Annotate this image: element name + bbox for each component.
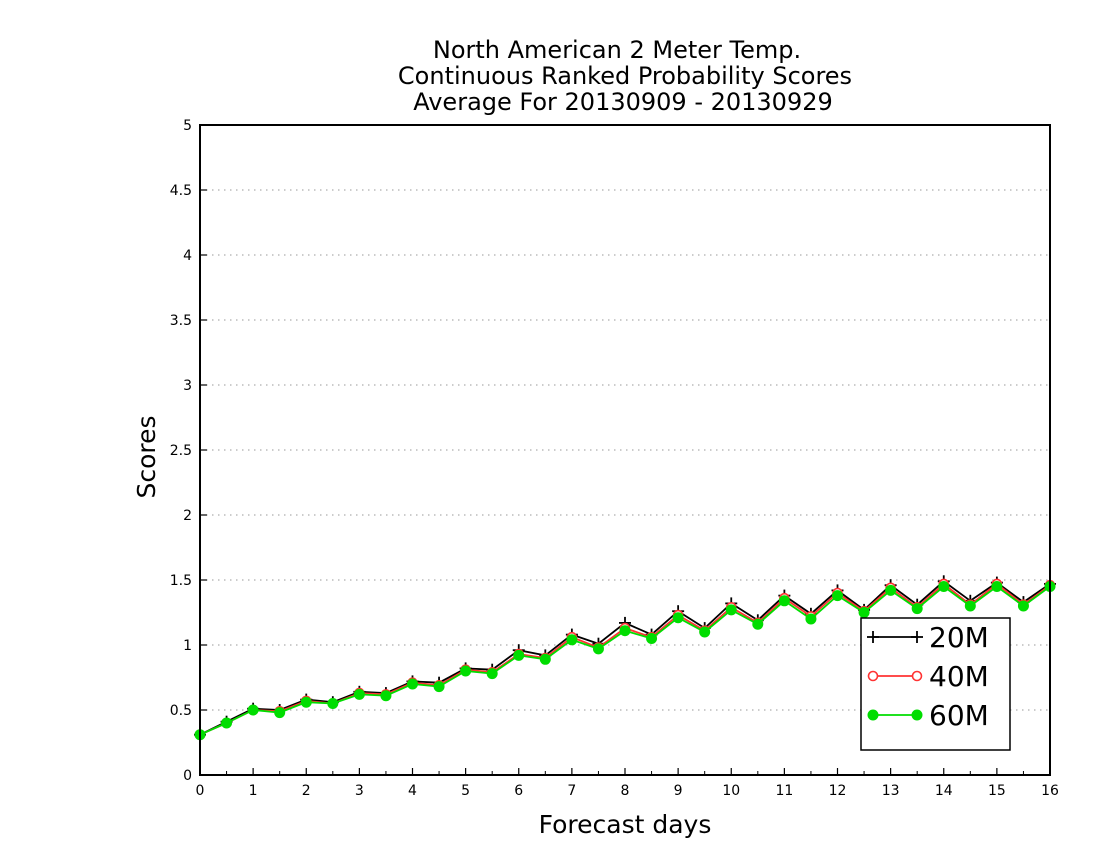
x-tick-label: 12: [829, 783, 847, 799]
y-tick-label: 3: [183, 378, 192, 394]
data-point-60M: [513, 649, 525, 661]
y-tick-label: 0.5: [170, 703, 192, 719]
legend: 20M 40M 60M: [860, 617, 1011, 751]
x-tick-label: 9: [674, 783, 683, 799]
x-tick-label: 11: [775, 783, 793, 799]
x-tick-label: 16: [1041, 783, 1059, 799]
series-layer: [194, 575, 1056, 741]
data-point-60M: [380, 690, 392, 702]
y-tick-label: 5: [183, 118, 192, 134]
x-tick-label: 5: [461, 783, 470, 799]
legend-label: 60M: [929, 699, 989, 732]
legend-marker: [867, 670, 879, 682]
data-point-60M: [221, 717, 233, 729]
data-point-60M: [964, 600, 976, 612]
x-tick-label: 2: [302, 783, 311, 799]
data-point-60M: [832, 590, 843, 602]
chart-title-line-3: Average For 20130909 - 20130929: [413, 88, 833, 116]
data-point-60M: [539, 653, 551, 665]
data-point-60M: [805, 613, 817, 625]
data-point-60M: [699, 626, 711, 638]
data-point-60M: [327, 698, 339, 709]
x-tick-label: 7: [567, 783, 576, 799]
data-point-60M: [460, 665, 472, 677]
x-axis-ticks: 0 1 2 3 4 5 6 7 8 9 10 11 12 13 14 15 16: [196, 768, 1059, 799]
legend-item-60M: 60M: [867, 699, 989, 732]
x-tick-label: 14: [935, 783, 953, 799]
legend-item-40M: 40M: [867, 660, 989, 693]
x-tick-label: 15: [988, 783, 1006, 799]
data-point-60M: [592, 643, 604, 655]
chart-title-line-2: Continuous Ranked Probability Scores: [398, 62, 852, 90]
data-point-60M: [300, 696, 312, 708]
x-tick-label: 10: [722, 783, 740, 799]
data-point-60M: [486, 668, 498, 680]
y-axis-label: Scores: [132, 415, 161, 498]
data-point-60M: [353, 688, 365, 700]
data-point-60M: [885, 584, 897, 596]
chart-title-line-1: North American 2 Meter Temp.: [433, 36, 801, 64]
data-point-60M: [752, 618, 764, 630]
data-point-60M: [1017, 600, 1029, 612]
y-tick-label: 2.5: [170, 443, 192, 459]
data-point-60M: [672, 612, 684, 624]
x-tick-label: 4: [408, 783, 417, 799]
x-tick-label: 13: [882, 783, 900, 799]
data-point-60M: [991, 581, 1003, 592]
legend-marker: [911, 631, 923, 643]
legend-marker: [911, 709, 923, 721]
x-tick-label: 6: [514, 783, 523, 799]
y-tick-label: 1.5: [170, 573, 192, 589]
y-tick-label: 0: [183, 768, 192, 784]
data-point-60M: [725, 604, 737, 616]
data-point-60M: [778, 595, 790, 607]
x-tick-label: 0: [196, 783, 205, 799]
x-tick-label: 8: [621, 783, 630, 799]
y-axis-ticks: 0 0.5 1 1.5 2 2.5 3 3.5 4 4.5 5: [170, 118, 207, 784]
legend-label: 40M: [929, 660, 989, 693]
data-point-60M: [858, 607, 870, 618]
y-tick-label: 4.5: [170, 183, 192, 199]
data-point-60M: [566, 634, 578, 646]
data-point-60M: [247, 704, 259, 716]
data-point-60M: [938, 581, 950, 592]
legend-label: 20M: [929, 621, 989, 654]
legend-item-20M: 20M: [867, 621, 989, 654]
series-60M: [194, 581, 1056, 741]
y-tick-label: 4: [183, 248, 192, 264]
chart-title: North American 2 Meter Temp. Continuous …: [398, 36, 852, 116]
legend-items: 20M 40M 60M: [867, 621, 989, 732]
y-tick-label: 2: [183, 508, 192, 524]
legend-marker: [867, 709, 879, 721]
legend-box: [860, 617, 1011, 751]
data-point-60M: [274, 707, 286, 719]
data-point-60M: [646, 633, 658, 644]
data-point-60M: [433, 681, 445, 693]
data-point-60M: [407, 678, 418, 690]
x-tick-label: 1: [249, 783, 258, 799]
x-tick-label: 3: [355, 783, 364, 799]
legend-marker: [867, 631, 879, 643]
x-axis-label: Forecast days: [539, 810, 712, 839]
data-point-60M: [619, 625, 631, 637]
data-point-60M: [911, 603, 923, 615]
legend-marker: [911, 670, 923, 682]
y-tick-label: 1: [183, 638, 192, 654]
y-tick-label: 3.5: [170, 313, 192, 329]
